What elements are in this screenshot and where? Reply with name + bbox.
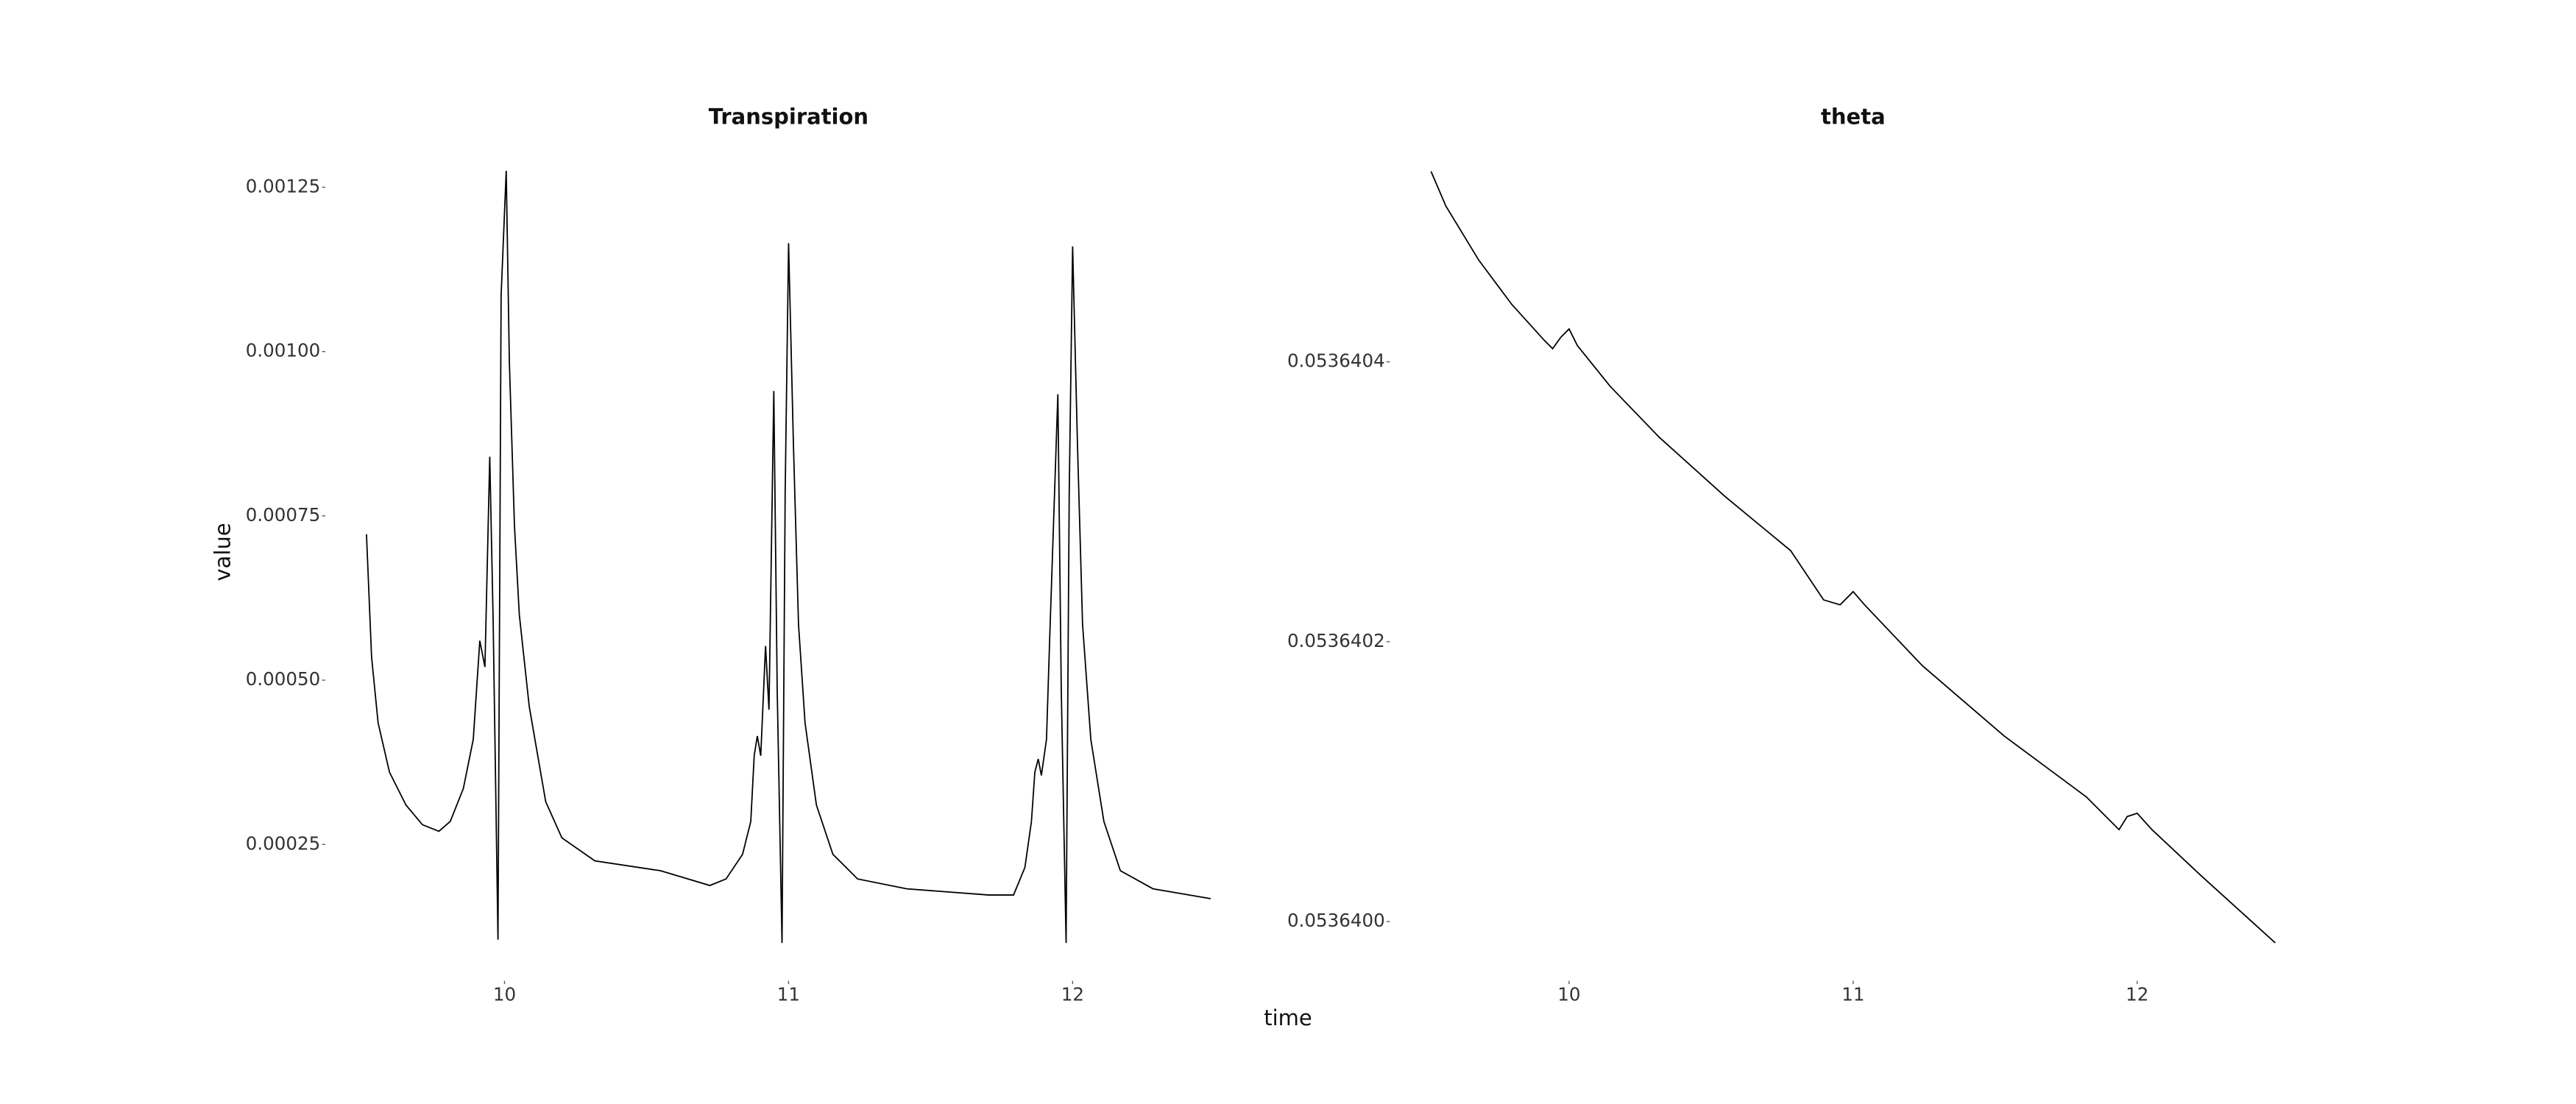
x-tick-label: 12 [1061, 984, 1084, 1005]
chart-title: theta [1821, 105, 1886, 130]
y-tick-label: 0.00050 [246, 668, 321, 690]
x-tick-label: 11 [1841, 984, 1864, 1005]
x-tick-label: 12 [2126, 984, 2148, 1005]
chart-title: Transpiration [709, 105, 868, 130]
x-axis-label: time [1264, 1005, 1312, 1030]
y-tick-label: 0.0536402 [1287, 630, 1385, 651]
y-tick-label: 0.00025 [246, 832, 321, 854]
x-tick-label: 10 [493, 984, 516, 1005]
x-tick-label: 11 [777, 984, 800, 1005]
y-tick-label: 0.00100 [246, 340, 321, 361]
y-tick-label: 0.00125 [246, 175, 321, 197]
line-series [366, 171, 1211, 944]
y-tick-label: 0.0536400 [1287, 910, 1385, 931]
line-series [1430, 171, 2276, 944]
y-tick-label: 0.00075 [246, 504, 321, 526]
y-tick-label: 0.0536404 [1287, 350, 1385, 372]
x-tick-label: 10 [1557, 984, 1580, 1005]
y-axis-label: value [210, 523, 235, 581]
